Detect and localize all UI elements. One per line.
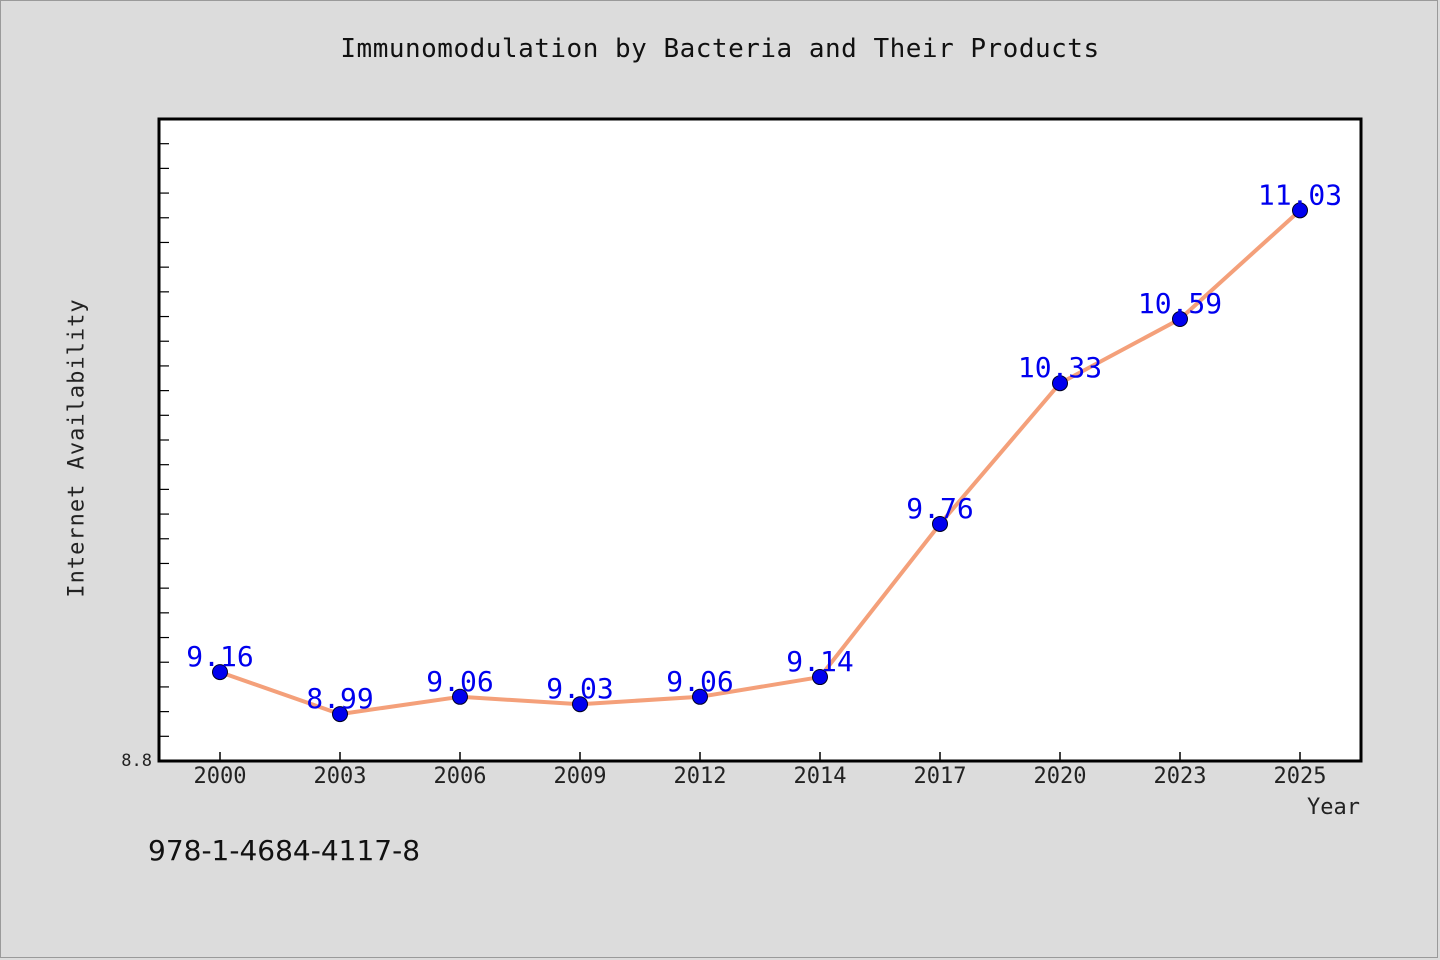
x-tick-label: 2003	[314, 764, 367, 789]
data-label: 8.99	[306, 682, 373, 715]
series-group: 9.16 8.99 9.06 9.03 9.06 9.14 9.76 10.33 10.59 11…	[186, 178, 1342, 723]
x-axis: 2000 2003 2006 2009 2012 2014 2017 2020 2023 2025	[194, 752, 1327, 789]
data-label: 9.03	[546, 672, 613, 705]
data-label: 10.59	[1138, 287, 1222, 320]
series-line	[218, 208, 1302, 717]
data-label: 9.76	[906, 492, 973, 525]
x-tick-label: 2000	[194, 764, 247, 789]
data-point	[212, 664, 228, 681]
x-tick-label: 2020	[1034, 764, 1087, 789]
data-label: 9.06	[666, 665, 733, 698]
data-point	[812, 669, 828, 686]
data-point	[1052, 375, 1068, 392]
plot-area	[157, 117, 1363, 763]
x-tick-label: 2014	[794, 764, 847, 789]
data-label: 9.16	[186, 640, 253, 673]
x-tick-label: 2006	[434, 764, 487, 789]
data-label: 11.03	[1258, 178, 1342, 211]
data-label: 9.14	[786, 645, 853, 678]
data-label: 9.06	[426, 665, 493, 698]
x-tick-label: 2017	[914, 764, 967, 789]
data-label: 10.33	[1018, 351, 1102, 384]
data-point	[332, 706, 348, 723]
isbn-caption: 978-1-4684-4117-8	[148, 834, 421, 867]
y-tick-label: 8.8	[121, 751, 152, 771]
x-tick-label: 2025	[1274, 764, 1327, 789]
data-point	[1292, 202, 1308, 219]
y-axis-label: Internet Availability	[64, 298, 90, 598]
x-tick-label: 2012	[674, 764, 727, 789]
data-point	[692, 688, 708, 705]
x-tick-label: 2023	[1154, 764, 1207, 789]
x-axis-label: Year	[1307, 795, 1360, 820]
chart-title: Immunomodulation by Bacteria and Their P…	[340, 34, 1100, 64]
data-point	[572, 696, 588, 713]
y-axis-ticks	[159, 143, 169, 737]
data-point	[1172, 311, 1188, 328]
x-tick-label: 2009	[554, 764, 607, 789]
data-point	[452, 688, 468, 705]
data-point	[932, 515, 948, 532]
